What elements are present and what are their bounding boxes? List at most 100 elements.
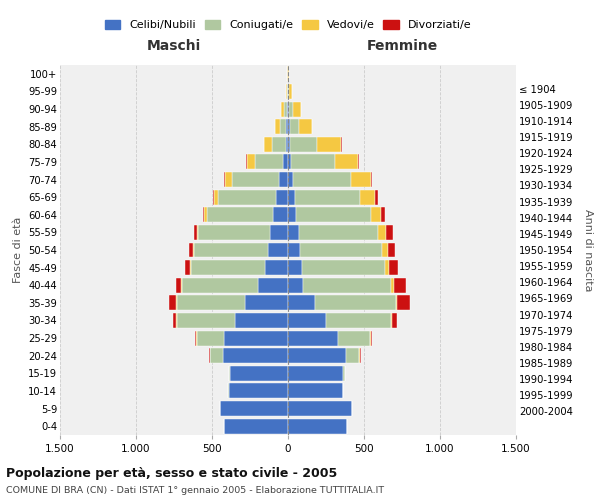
- Bar: [326, 313, 391, 328]
- Bar: [268, 242, 288, 258]
- Bar: [254, 154, 283, 170]
- Bar: [359, 348, 360, 363]
- Bar: [272, 137, 286, 152]
- Bar: [303, 278, 391, 292]
- Bar: [194, 242, 268, 258]
- Bar: [376, 190, 379, 204]
- Bar: [389, 260, 398, 275]
- Bar: [270, 225, 288, 240]
- Bar: [213, 190, 214, 204]
- Bar: [316, 296, 396, 310]
- Bar: [176, 313, 177, 328]
- Bar: [276, 190, 288, 204]
- Bar: [257, 278, 288, 292]
- Bar: [341, 137, 342, 152]
- Bar: [181, 278, 182, 292]
- Bar: [208, 208, 273, 222]
- Bar: [209, 348, 210, 363]
- Bar: [286, 119, 288, 134]
- Bar: [218, 190, 276, 204]
- Bar: [288, 119, 290, 134]
- Bar: [224, 330, 288, 345]
- Bar: [284, 102, 287, 116]
- Bar: [197, 225, 199, 240]
- Bar: [343, 366, 345, 381]
- Bar: [295, 190, 360, 204]
- Bar: [229, 366, 230, 381]
- Bar: [214, 190, 218, 204]
- Bar: [288, 313, 326, 328]
- Bar: [288, 348, 346, 363]
- Bar: [232, 172, 279, 187]
- Bar: [193, 242, 194, 258]
- Bar: [360, 348, 361, 363]
- Bar: [275, 119, 280, 134]
- Bar: [194, 225, 197, 240]
- Text: Popolazione per età, sesso e stato civile - 2005: Popolazione per età, sesso e stato civil…: [6, 468, 337, 480]
- Bar: [299, 225, 377, 240]
- Bar: [177, 296, 245, 310]
- Y-axis label: Fasce di età: Fasce di età: [13, 217, 23, 283]
- Bar: [392, 313, 397, 328]
- Bar: [296, 208, 371, 222]
- Bar: [299, 119, 313, 134]
- Bar: [289, 102, 293, 116]
- Bar: [224, 418, 288, 434]
- Bar: [288, 296, 316, 310]
- Bar: [176, 278, 181, 292]
- Bar: [196, 330, 197, 345]
- Bar: [288, 190, 295, 204]
- Bar: [265, 260, 288, 275]
- Bar: [371, 172, 373, 187]
- Bar: [338, 330, 370, 345]
- Bar: [247, 154, 254, 170]
- Bar: [235, 313, 288, 328]
- Bar: [370, 330, 371, 345]
- Bar: [397, 296, 410, 310]
- Bar: [203, 208, 205, 222]
- Bar: [223, 348, 288, 363]
- Bar: [293, 172, 351, 187]
- Bar: [176, 296, 177, 310]
- Bar: [288, 154, 291, 170]
- Bar: [224, 172, 225, 187]
- Bar: [185, 260, 190, 275]
- Bar: [191, 260, 265, 275]
- Bar: [396, 296, 397, 310]
- Bar: [288, 260, 302, 275]
- Bar: [302, 260, 385, 275]
- Bar: [394, 278, 406, 292]
- Bar: [177, 313, 235, 328]
- Bar: [225, 172, 232, 187]
- Bar: [230, 366, 288, 381]
- Bar: [211, 348, 223, 363]
- Bar: [358, 154, 359, 170]
- Bar: [228, 384, 229, 398]
- Bar: [293, 102, 301, 116]
- Bar: [371, 208, 382, 222]
- Bar: [286, 84, 287, 99]
- Bar: [189, 242, 193, 258]
- Bar: [288, 172, 293, 187]
- Bar: [195, 330, 196, 345]
- Bar: [289, 84, 292, 99]
- Bar: [335, 154, 358, 170]
- Bar: [169, 296, 176, 310]
- Bar: [220, 401, 288, 416]
- Bar: [286, 137, 288, 152]
- Bar: [173, 313, 176, 328]
- Bar: [388, 242, 395, 258]
- Bar: [280, 119, 286, 134]
- Bar: [288, 278, 303, 292]
- Bar: [182, 278, 257, 292]
- Bar: [265, 137, 272, 152]
- Bar: [205, 208, 208, 222]
- Bar: [229, 384, 288, 398]
- Bar: [273, 208, 288, 222]
- Bar: [288, 137, 290, 152]
- Text: Femmine: Femmine: [367, 38, 437, 52]
- Bar: [360, 190, 376, 204]
- Bar: [346, 348, 359, 363]
- Bar: [317, 137, 341, 152]
- Bar: [386, 225, 393, 240]
